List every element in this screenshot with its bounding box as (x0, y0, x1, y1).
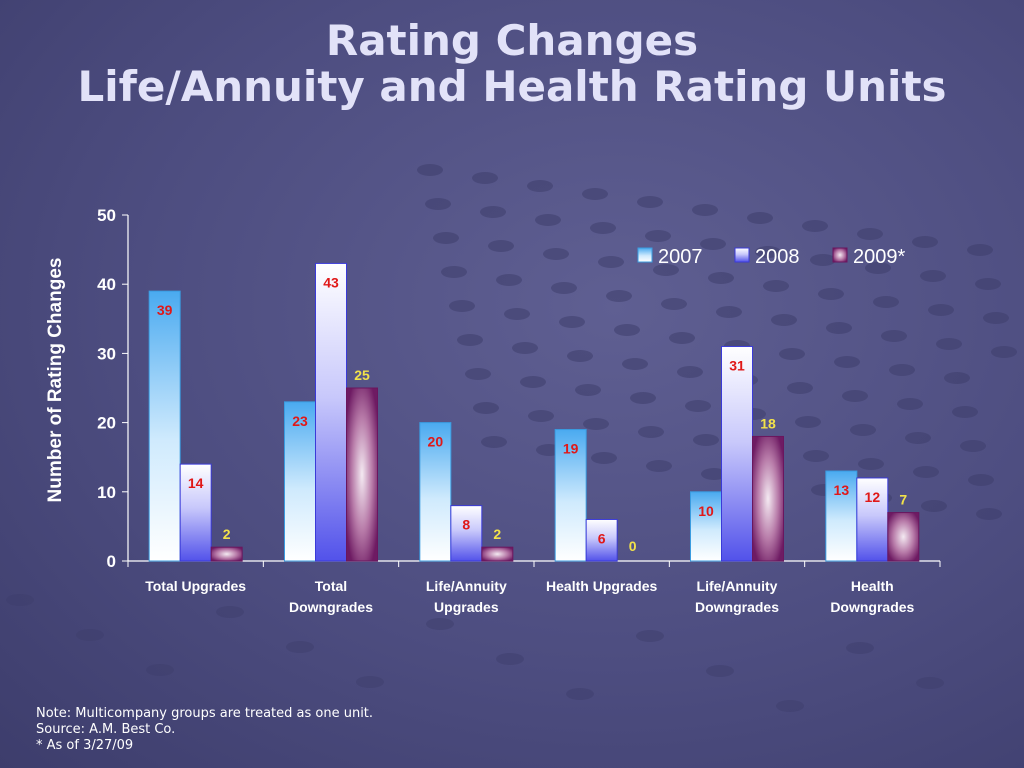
data-label: 31 (729, 357, 745, 373)
note-as-of: * As of 3/27/09 (36, 738, 134, 753)
bar-2008-3 (585, 518, 618, 562)
x-tick-label: Downgrades (695, 599, 779, 615)
bar-2007-1 (284, 401, 316, 562)
x-tick-label: Upgrades (434, 599, 499, 615)
data-label: 13 (834, 482, 850, 498)
data-label: 20 (428, 434, 444, 450)
bar-2007-4 (690, 491, 722, 562)
y-tick-label: 40 (97, 275, 116, 294)
bar-2009-2 (481, 546, 514, 562)
data-label: 6 (598, 530, 606, 546)
data-label: 18 (760, 415, 776, 431)
bar-2009-0 (210, 546, 243, 562)
data-label: 39 (157, 302, 173, 318)
bar-2008-5 (856, 477, 889, 562)
data-label: 0 (629, 538, 637, 554)
y-tick-label: 20 (97, 414, 116, 433)
y-tick-label: 10 (97, 483, 116, 502)
data-label: 23 (292, 413, 308, 429)
bar-2007-0 (148, 290, 181, 562)
note-source: Source: A.M. Best Co. (36, 722, 176, 737)
x-tick-label: Downgrades (830, 599, 914, 615)
bar-2009-5 (887, 512, 920, 562)
slide-title: Rating Changes (325, 16, 699, 65)
data-label: 14 (188, 475, 204, 491)
note-multicompany: Note: Multicompany groups are treated as… (36, 706, 374, 721)
legend-label-2009: 2009* (853, 246, 905, 268)
y-tick-label: 0 (107, 552, 116, 571)
footnotes: Note: Multicompany groups are treated as… (36, 706, 373, 754)
x-tick-label: Life/Annuity (697, 578, 778, 594)
data-label: 2 (223, 526, 231, 542)
data-label: 8 (462, 517, 470, 533)
legend-swatch-2009 (832, 247, 848, 263)
bar-2009-4 (752, 435, 784, 562)
x-tick-label: Life/Annuity (426, 578, 507, 594)
data-label: 7 (899, 492, 907, 508)
y-axis-title: Number of Rating Changes (45, 258, 66, 503)
legend-swatch-2007 (637, 247, 653, 263)
data-label: 25 (354, 367, 370, 383)
x-tick-label: Health Upgrades (546, 578, 657, 594)
x-tick-label: Total (315, 578, 347, 594)
data-label: 10 (698, 503, 714, 519)
bar-2007-3 (554, 429, 587, 562)
bar-2009-1 (346, 387, 378, 562)
bar-2007-5 (825, 470, 858, 562)
bar-2008-4 (721, 345, 753, 562)
legend-label-2007: 2007 (658, 246, 703, 268)
data-label: 43 (323, 274, 339, 290)
x-tick-label: Downgrades (289, 599, 373, 615)
data-label: 2 (493, 526, 501, 542)
data-label: 12 (865, 489, 881, 505)
bar-2008-2 (450, 505, 483, 562)
bar-2008-0 (179, 463, 212, 562)
x-tick-label: Health (851, 578, 894, 594)
legend-swatch-2008 (734, 247, 750, 263)
bar-2007-2 (419, 422, 452, 562)
data-label: 19 (563, 441, 579, 457)
legend-label-2008: 2008 (755, 246, 800, 268)
x-tick-label: Total Upgrades (145, 578, 246, 594)
y-tick-label: 50 (97, 206, 116, 225)
y-tick-label: 30 (97, 344, 116, 363)
slide-subtitle: Life/Annuity and Health Rating Units (77, 62, 947, 111)
bar-2008-1 (315, 262, 347, 562)
